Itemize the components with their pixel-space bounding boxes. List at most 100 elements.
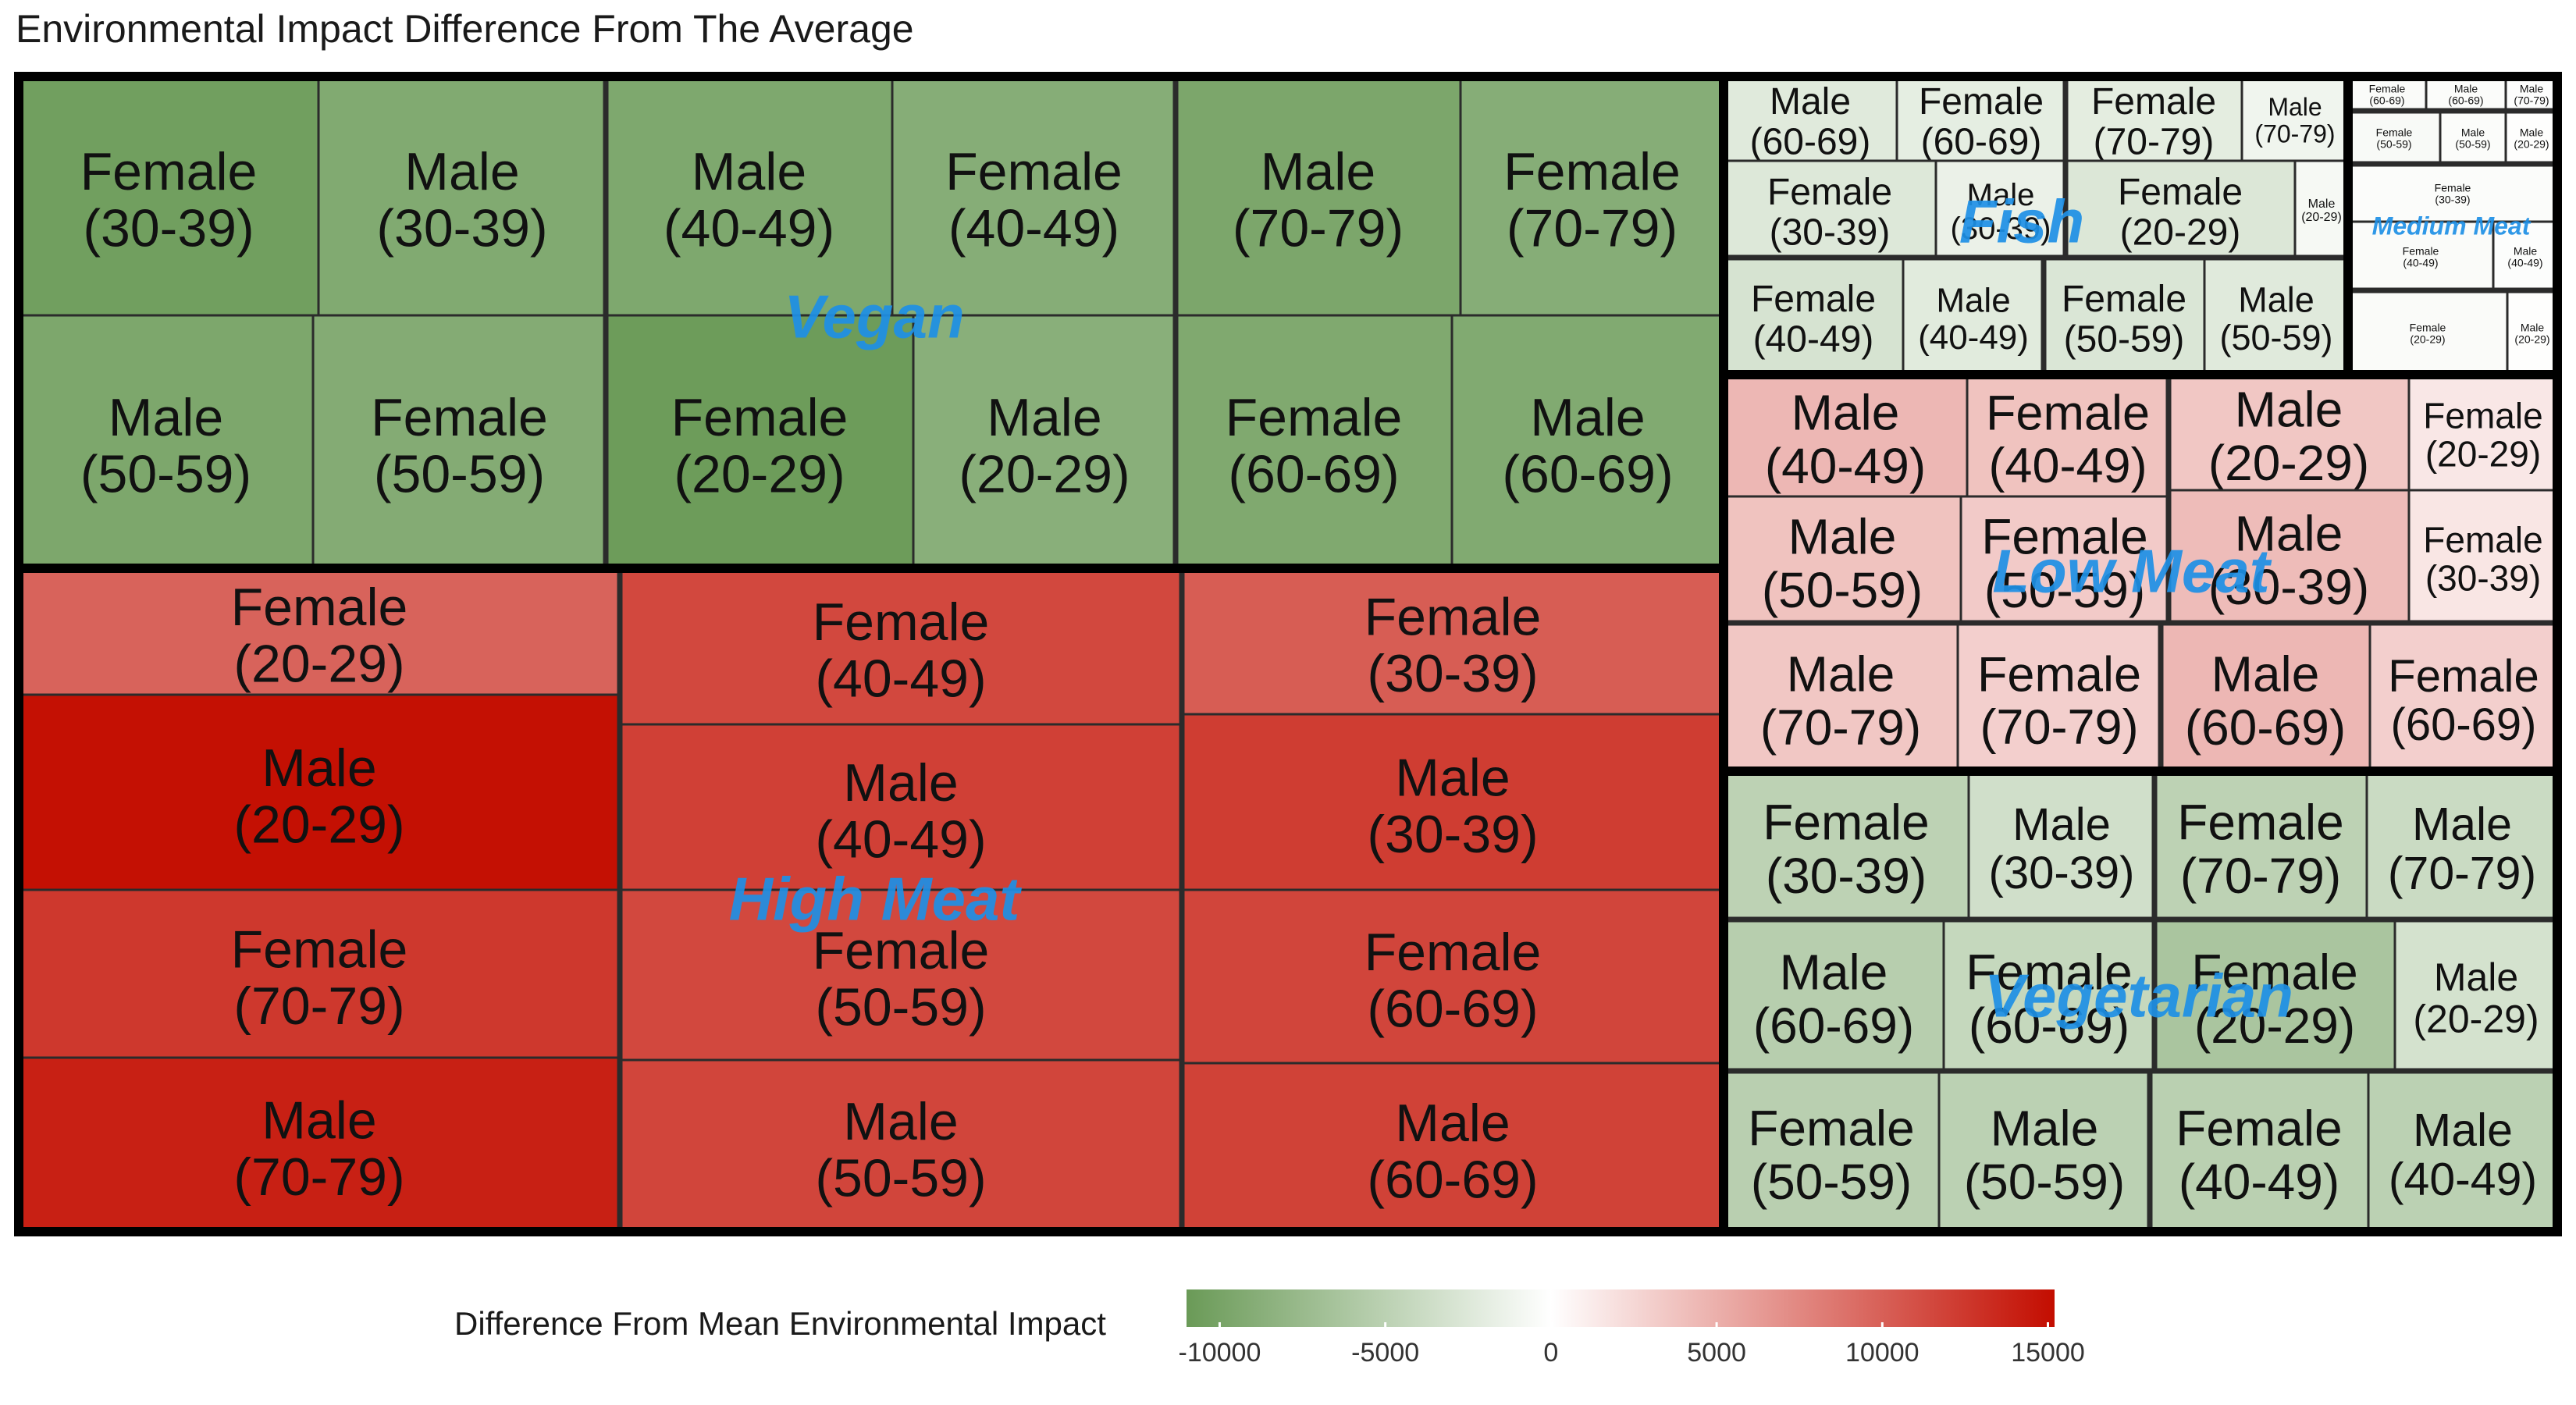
tile-label: Male (70-79) xyxy=(2388,799,2536,899)
group-label: Fish xyxy=(1959,187,2084,256)
group-label: Vegan xyxy=(784,283,964,351)
treemap-tile xyxy=(1174,75,1462,317)
tile-label: Female (30-39) xyxy=(1763,794,1929,903)
tile-label: Male (70-79) xyxy=(1760,646,1921,755)
tile-label: Female (50-59) xyxy=(1981,508,2147,617)
tile-label: Male (30-39) xyxy=(1951,178,2051,246)
treemap-tile xyxy=(1942,918,2156,1072)
legend-tick-label: 5000 xyxy=(1687,1338,1746,1368)
treemap-tile xyxy=(2393,918,2559,1072)
tile-label: Female (50-59) xyxy=(813,921,990,1037)
tile-label: Female (60-69) xyxy=(2369,82,2406,106)
tile-label: Male (20-29) xyxy=(2514,321,2549,345)
tile-label: Female (70-79) xyxy=(2177,794,2343,903)
tile-label: Male (20-29) xyxy=(233,738,404,855)
tile-label: Male (70-79) xyxy=(1233,142,1404,258)
tile-label: Male (60-69) xyxy=(2448,82,2483,106)
treemap-tile xyxy=(1180,567,1725,716)
treemap-tile xyxy=(17,693,621,891)
group-label: Medium Meat xyxy=(2372,212,2532,240)
tile-label: Female (50-59) xyxy=(2062,279,2186,360)
treemap-tile xyxy=(618,723,1183,891)
tile-label: Male (40-49) xyxy=(2389,1104,2537,1205)
tile-label: Male (20-29) xyxy=(2301,197,2342,224)
treemap-tile xyxy=(1895,75,2067,162)
tile-label: Female (30-39) xyxy=(80,142,258,258)
tile-label: Female (40-49) xyxy=(2403,244,2439,269)
treemap-tile xyxy=(1174,314,1453,570)
tile-label: Male (40-49) xyxy=(2507,244,2542,269)
treemap-tile xyxy=(2407,489,2559,624)
treemap-tile xyxy=(2347,289,2509,376)
tile-label: Female (40-49) xyxy=(1751,279,1876,360)
tile-label: Female (20-29) xyxy=(2191,944,2357,1053)
tile-label: Female (60-69) xyxy=(1364,923,1542,1039)
tile-label: Male (40-49) xyxy=(815,753,986,870)
treemap-tile xyxy=(1180,1062,1725,1233)
tile-label: Male (20-29) xyxy=(959,388,1130,504)
treemap-tile xyxy=(1934,159,2067,259)
color-legend: -10000 -5000 0 5000 10000 15000 xyxy=(1179,1289,2085,1368)
tile-label: Male (60-69) xyxy=(1502,388,1673,504)
tile-label: Female (40-49) xyxy=(945,142,1123,258)
tile-label: Female (60-69) xyxy=(1226,388,1403,504)
treemap-tile xyxy=(1902,256,2045,376)
treemap-tile xyxy=(1722,770,1970,921)
tile-label: Female (20-29) xyxy=(231,578,408,694)
tile-label: Male (70-79) xyxy=(2254,93,2335,148)
tile-label: Male (60-69) xyxy=(1753,944,1914,1053)
tile-label: Female (20-29) xyxy=(2423,395,2542,474)
treemap-tile xyxy=(2167,373,2411,492)
tile-label: Female (40-49) xyxy=(1986,386,2150,493)
tile-label: Male (40-49) xyxy=(1918,282,2029,357)
treemap-tile xyxy=(2203,256,2350,376)
tile-label: Male (40-49) xyxy=(664,142,834,258)
tile-label: Female (70-79) xyxy=(231,919,408,1036)
treemap-tile xyxy=(2506,289,2559,376)
tile-label: Female (60-69) xyxy=(2388,651,2539,750)
tile-label: Male (60-69) xyxy=(1367,1094,1538,1210)
treemap-tile xyxy=(311,314,607,570)
tile-label: Male (30-39) xyxy=(2208,505,2369,614)
tile-label: Male (20-29) xyxy=(2208,381,2369,490)
legend-tick-label: 15000 xyxy=(2011,1338,2085,1368)
treemap-tile xyxy=(1450,314,1725,570)
treemap-tile xyxy=(2293,159,2350,259)
tile-label: Female (20-29) xyxy=(2410,321,2446,345)
tile-label: Male (50-59) xyxy=(80,388,251,504)
tile-label: Male (60-69) xyxy=(2185,646,2346,755)
tile-label: Male (40-49) xyxy=(1765,384,1926,493)
tile-label: Male (60-69) xyxy=(1750,81,1871,162)
tile-label: Male (50-59) xyxy=(1964,1100,2125,1209)
treemap-tile xyxy=(17,888,621,1059)
legend-tick-label: -10000 xyxy=(1179,1338,1261,1368)
treemap-tile xyxy=(17,75,320,317)
tile-label: Female (60-69) xyxy=(1966,944,2132,1053)
tile-label: Female (30-39) xyxy=(1364,587,1542,703)
tile-label: Female (30-39) xyxy=(2423,519,2542,598)
tile-label: Male (50-59) xyxy=(2455,126,2490,150)
tile-label: Female (40-49) xyxy=(813,592,990,709)
treemap-tile xyxy=(1722,256,1905,376)
treemap-tile xyxy=(2167,489,2411,624)
tile-label: Female (30-39) xyxy=(2435,181,2471,205)
tile-label: Male (30-39) xyxy=(376,142,547,258)
treemap-tile xyxy=(2064,75,2243,162)
tile-label: Male (50-59) xyxy=(1762,508,1923,617)
tile-label: Male (70-79) xyxy=(2514,82,2549,106)
tile-label: Female (20-29) xyxy=(671,388,849,504)
tile-label: Female (50-59) xyxy=(371,388,548,504)
treemap-tile xyxy=(1967,770,2156,921)
tile-label: Female (30-39) xyxy=(1767,172,1892,253)
legend-tick-label: 10000 xyxy=(1845,1338,1920,1368)
group-label: High Meat xyxy=(729,865,1023,934)
tile-label: Male (30-39) xyxy=(1989,799,2135,898)
tile-label: Male (20-29) xyxy=(2413,955,2539,1041)
tile-label: Female (50-59) xyxy=(1748,1100,1914,1209)
treemap-tile xyxy=(2159,621,2371,773)
treemap-tile xyxy=(2365,770,2559,921)
legend-colorbar xyxy=(1187,1289,2055,1327)
treemap-tile xyxy=(2367,1069,2559,1233)
tile-label: Female (20-29) xyxy=(2118,172,2243,253)
